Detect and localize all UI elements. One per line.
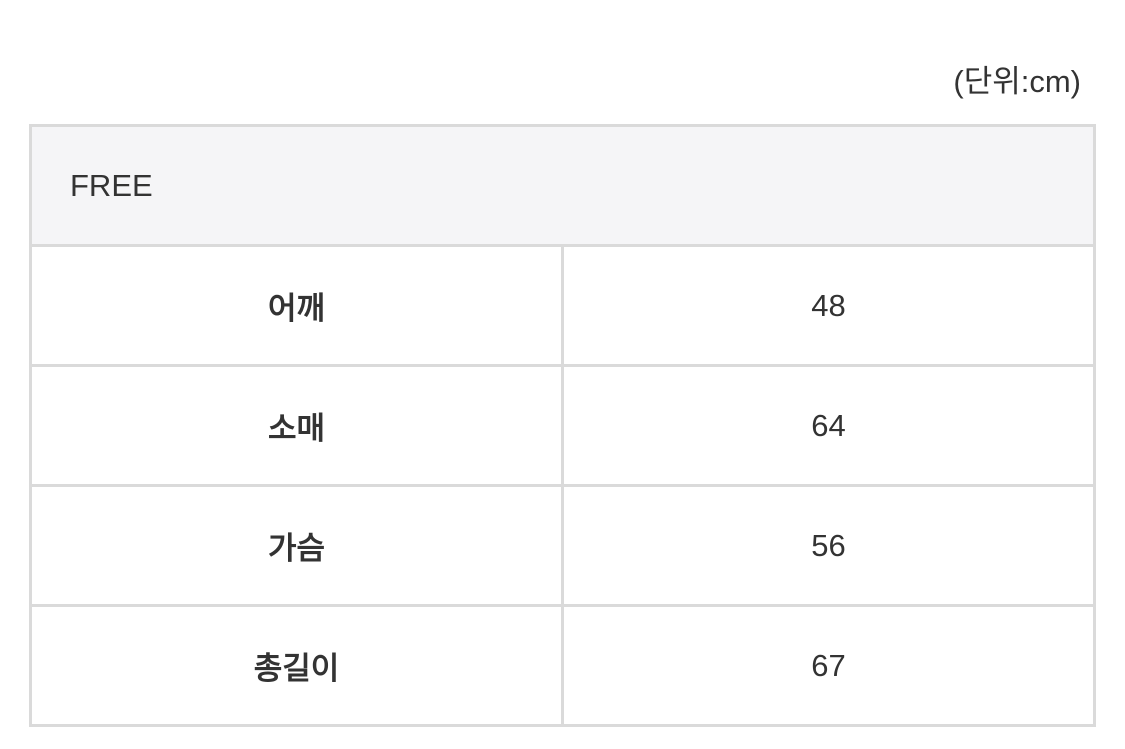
table-row: 가슴 56: [29, 484, 1096, 607]
table-row: 어깨 48: [29, 244, 1096, 367]
measurement-label: 가슴: [29, 484, 564, 607]
measurement-value: 67: [561, 604, 1096, 727]
unit-label: (단위:cm): [953, 64, 1081, 99]
measurement-value: 56: [561, 484, 1096, 607]
measurement-label: 어깨: [29, 244, 564, 367]
measurement-label: 소매: [29, 364, 564, 487]
table-row: 소매 64: [29, 364, 1096, 487]
size-header: FREE: [29, 124, 1096, 247]
table-row: 총길이 67: [29, 604, 1096, 727]
size-table: FREE 어깨 48 소매 64 가슴 56 총길이 67: [29, 124, 1096, 727]
measurement-value: 48: [561, 244, 1096, 367]
header-row: FREE: [29, 124, 1096, 247]
measurement-label: 총길이: [29, 604, 564, 727]
measurement-value: 64: [561, 364, 1096, 487]
